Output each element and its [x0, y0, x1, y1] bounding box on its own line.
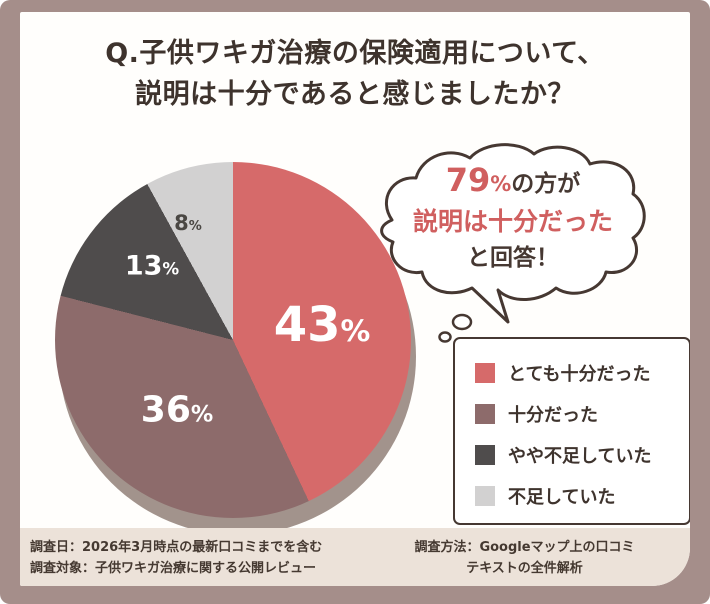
survey-method-line2: テキストの全件解析 [466, 561, 583, 576]
bubble-line2: 説明は十分だった [412, 207, 613, 236]
legend-label: とても十分だった [508, 363, 651, 385]
legend-item: やや不足していた [475, 434, 689, 475]
survey-method-line1: 調査方法：Googleマップ上の口コミ [414, 540, 635, 555]
legend-item: 十分だった [475, 393, 689, 434]
speech-bubble: 79%の方が 説明は十分だった と回答！ [368, 138, 658, 350]
pie-label-very-sufficient: 43% [274, 297, 371, 353]
percent-sign: % [340, 314, 371, 349]
pie-label-insufficient: 8% [174, 211, 202, 235]
percent-sign: % [190, 401, 214, 428]
percent-sign: % [188, 219, 202, 234]
survey-question-title: Q.子供ワキガ治療の保険適用について、 説明は十分であると感じましたか？ [20, 34, 690, 115]
bubble-line3: と回答！ [467, 245, 559, 271]
legend-label: 十分だった [508, 404, 598, 426]
survey-target: 調査対象：子供ワキガ治療に関する公開レビュー [30, 561, 317, 576]
legend-label: 不足していた [508, 486, 616, 508]
pie-label-somewhat-insufficient: 13% [125, 251, 179, 282]
legend-item: 不足していた [475, 475, 689, 516]
bubble-text: 79%の方が 説明は十分だった と回答！ [380, 162, 646, 277]
pie-label-sufficient: 36% [141, 390, 213, 431]
legend-box: とても十分だった 十分だった やや不足していた 不足していた [453, 337, 690, 525]
survey-info-right: 調査方法：Googleマップ上の口コミ テキストの全件解析 [372, 537, 677, 579]
legend-swatch [475, 362, 495, 383]
title-line1: Q.子供ワキガ治療の保険適用について、 [105, 38, 605, 69]
survey-info-left: 調査日：2026年3月時点の最新口コミまでを含む 調査対象：子供ワキガ治療に関す… [30, 537, 322, 579]
pie-chart-area: 43% 36% 13% 8% [55, 162, 416, 538]
legend-label: やや不足していた [508, 445, 652, 467]
survey-info-footer: 調査日：2026年3月時点の最新口コミまでを含む 調査対象：子供ワキガ治療に関す… [20, 528, 690, 586]
legend-item: とても十分だった [475, 352, 689, 393]
pie-value: 8 [174, 211, 189, 235]
legend-swatch [475, 444, 495, 465]
pie-value: 13 [124, 250, 163, 282]
bubble-line1-suffix: の方が [511, 171, 581, 197]
legend-swatch [475, 485, 495, 506]
bubble-stat: 79 [445, 161, 491, 199]
thought-cloud-icon [380, 143, 646, 343]
survey-date: 調査日：2026年3月時点の最新口コミまでを含む [30, 540, 323, 555]
pie-value: 36 [140, 389, 191, 431]
bubble-percent-sign: % [490, 172, 512, 196]
pie-chart [55, 162, 411, 518]
pie-value: 43 [273, 297, 341, 353]
bubble-line1: 79%の方が [380, 162, 646, 203]
title-line2: 説明は十分であると感じましたか？ [135, 78, 575, 110]
infographic-card: Q.子供ワキガ治療の保険適用について、 説明は十分であると感じましたか？ 43%… [20, 12, 690, 586]
percent-sign: % [162, 258, 180, 279]
legend-swatch [475, 403, 495, 424]
